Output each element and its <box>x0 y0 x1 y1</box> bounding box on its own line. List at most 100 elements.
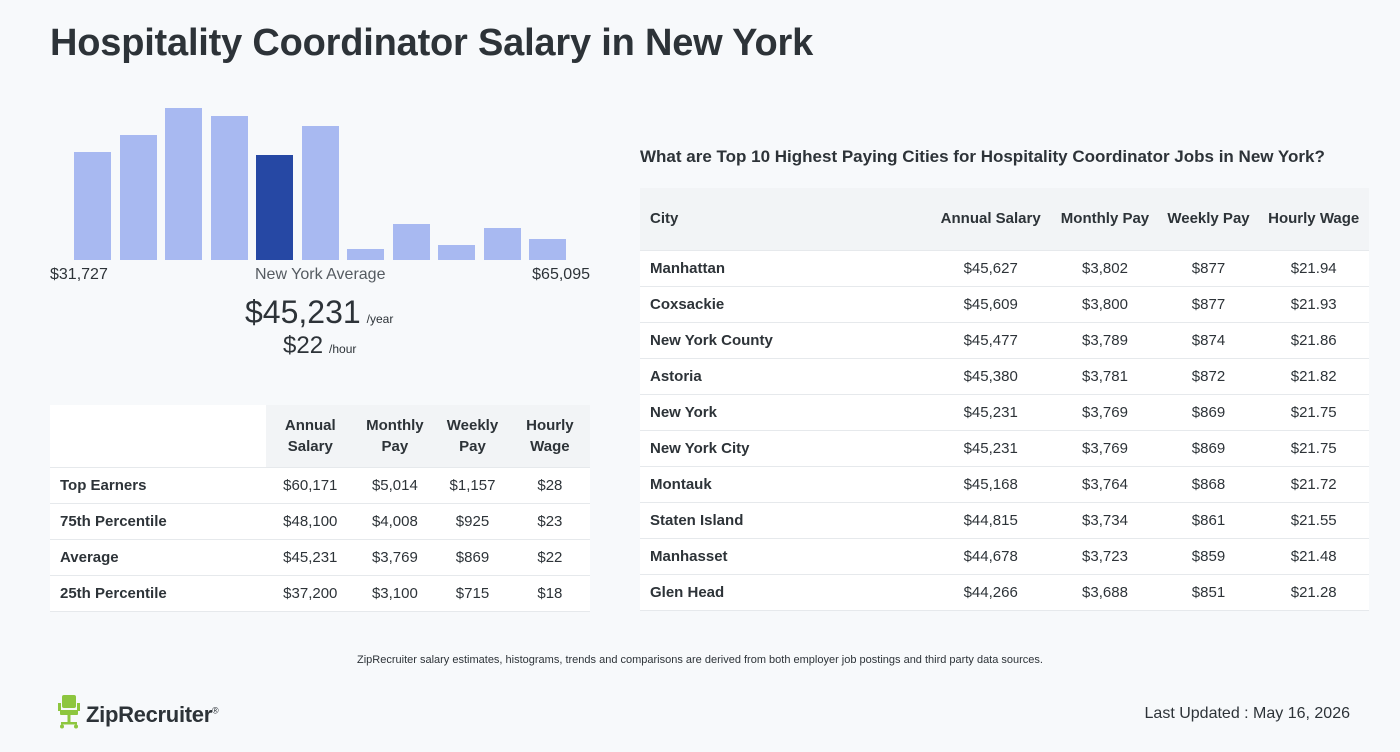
last-updated: Last Updated : May 16, 2026 <box>1144 705 1350 722</box>
city-cell: $21.94 <box>1258 250 1369 287</box>
histogram-average-label: New York Average <box>255 266 386 283</box>
city-cell: $877 <box>1158 286 1259 323</box>
percentile-row-label: 25th Percentile <box>50 575 266 612</box>
page-title: Hospitality Coordinator Salary in New Yo… <box>50 22 814 64</box>
table-row: Glen Head $44,266 $3,688 $851 $21.28 <box>640 574 1369 611</box>
city-cell: $21.93 <box>1258 286 1369 323</box>
percentile-cell: $37,200 <box>266 575 355 612</box>
salary-histogram <box>74 100 574 260</box>
city-name: Coxsackie <box>640 286 930 323</box>
city-cell: $869 <box>1158 430 1259 467</box>
city-cell: $3,688 <box>1051 574 1159 611</box>
city-cell: $44,266 <box>930 574 1052 611</box>
city-cell: $21.55 <box>1258 502 1369 539</box>
histogram-bar <box>119 135 157 260</box>
percentile-header-monthly: Monthly Pay <box>354 405 436 468</box>
table-row: New York City $45,231 $3,769 $869 $21.75 <box>640 430 1369 467</box>
percentile-cell: $45,231 <box>266 539 355 576</box>
percentile-cell: $925 <box>435 503 510 540</box>
average-yearly-value: $45,231 <box>245 294 361 330</box>
city-cell: $45,477 <box>930 322 1052 359</box>
percentile-header-annual: Annual Salary <box>266 405 355 468</box>
data-source-note: ZipRecruiter salary estimates, histogram… <box>357 654 1043 666</box>
city-cell: $874 <box>1158 322 1259 359</box>
percentile-cell: $23 <box>509 503 590 540</box>
percentile-table: Annual Salary Monthly Pay Weekly Pay Hou… <box>50 405 590 612</box>
histogram-bar <box>347 249 384 260</box>
percentile-cell: $18 <box>509 575 590 612</box>
city-cell: $21.86 <box>1258 322 1369 359</box>
percentile-cell: $5,014 <box>354 467 436 504</box>
cities-header-annual: Annual Salary <box>930 188 1052 251</box>
ziprecruiter-logo[interactable]: ZipRecruiter® <box>58 695 219 734</box>
city-name: Astoria <box>640 358 930 395</box>
city-cell: $3,734 <box>1051 502 1159 539</box>
city-cell: $3,769 <box>1051 394 1159 431</box>
city-name: Manhattan <box>640 250 930 287</box>
cities-header-monthly: Monthly Pay <box>1051 188 1159 251</box>
city-cell: $21.75 <box>1258 430 1369 467</box>
table-row: Manhattan $45,627 $3,802 $877 $21.94 <box>640 250 1369 287</box>
cities-table: City Annual Salary Monthly Pay Weekly Pa… <box>640 188 1369 611</box>
city-cell: $44,678 <box>930 538 1052 575</box>
table-row: Average $45,231 $3,769 $869 $22 <box>50 539 590 576</box>
city-name: Manhasset <box>640 538 930 575</box>
percentile-row-label: Top Earners <box>50 467 266 504</box>
percentile-cell: $3,769 <box>354 539 436 576</box>
percentile-cell: $60,171 <box>266 467 355 504</box>
city-cell: $21.28 <box>1258 574 1369 611</box>
city-cell: $861 <box>1158 502 1259 539</box>
percentile-header-weekly: Weekly Pay <box>435 405 510 468</box>
average-hourly: $22/hour <box>283 332 356 360</box>
percentile-cell: $1,157 <box>435 467 510 504</box>
percentile-cell: $715 <box>435 575 510 612</box>
city-cell: $877 <box>1158 250 1259 287</box>
cities-header-weekly: Weekly Pay <box>1158 188 1259 251</box>
percentile-cell: $48,100 <box>266 503 355 540</box>
percentile-cell: $28 <box>509 467 590 504</box>
city-name: New York County <box>640 322 930 359</box>
city-cell: $21.72 <box>1258 466 1369 503</box>
percentile-cell: $22 <box>509 539 590 576</box>
table-row: Manhasset $44,678 $3,723 $859 $21.48 <box>640 538 1369 575</box>
percentile-cell: $4,008 <box>354 503 436 540</box>
city-cell: $45,380 <box>930 358 1052 395</box>
percentile-row-label: Average <box>50 539 266 576</box>
city-name: Staten Island <box>640 502 930 539</box>
city-cell: $45,609 <box>930 286 1052 323</box>
histogram-bar <box>529 239 566 260</box>
histogram-bar <box>483 228 521 260</box>
table-row: 75th Percentile $48,100 $4,008 $925 $23 <box>50 503 590 540</box>
histogram-bar <box>74 152 111 260</box>
table-row: Coxsackie $45,609 $3,800 $877 $21.93 <box>640 286 1369 323</box>
city-cell: $45,168 <box>930 466 1052 503</box>
city-cell: $45,231 <box>930 430 1052 467</box>
city-cell: $3,723 <box>1051 538 1159 575</box>
city-cell: $859 <box>1158 538 1259 575</box>
city-cell: $21.48 <box>1258 538 1369 575</box>
table-row: Astoria $45,380 $3,781 $872 $21.82 <box>640 358 1369 395</box>
histogram-bar <box>392 224 430 260</box>
histogram-bar <box>438 245 475 260</box>
table-row: Montauk $45,168 $3,764 $868 $21.72 <box>640 466 1369 503</box>
city-name: New York City <box>640 430 930 467</box>
histogram-min-label: $31,727 <box>50 266 108 283</box>
city-cell: $868 <box>1158 466 1259 503</box>
percentile-cell: $869 <box>435 539 510 576</box>
city-cell: $44,815 <box>930 502 1052 539</box>
percentile-header-hourly: Hourly Wage <box>509 405 590 468</box>
city-cell: $3,769 <box>1051 430 1159 467</box>
city-name: New York <box>640 394 930 431</box>
histogram-bar <box>165 108 202 260</box>
average-yearly: $45,231/year <box>245 294 393 331</box>
city-cell: $851 <box>1158 574 1259 611</box>
city-name: Montauk <box>640 466 930 503</box>
cities-heading: What are Top 10 Highest Paying Cities fo… <box>640 147 1325 166</box>
city-cell: $3,802 <box>1051 250 1159 287</box>
city-cell: $3,800 <box>1051 286 1159 323</box>
table-row: 25th Percentile $37,200 $3,100 $715 $18 <box>50 575 590 612</box>
table-row: New York County $45,477 $3,789 $874 $21.86 <box>640 322 1369 359</box>
histogram-max-label: $65,095 <box>532 266 590 283</box>
city-name: Glen Head <box>640 574 930 611</box>
percentile-header-blank <box>50 405 266 468</box>
